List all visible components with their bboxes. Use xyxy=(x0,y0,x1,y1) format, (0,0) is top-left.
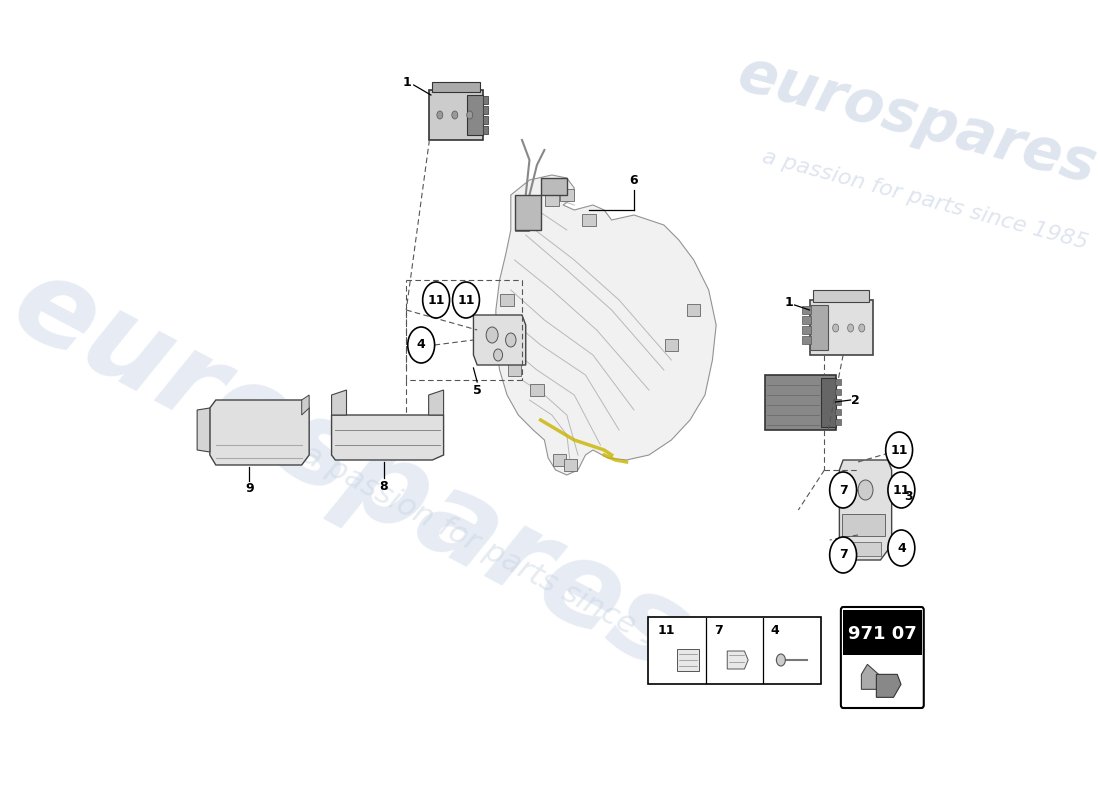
Circle shape xyxy=(833,324,838,332)
FancyBboxPatch shape xyxy=(483,95,488,103)
Polygon shape xyxy=(466,95,483,135)
FancyBboxPatch shape xyxy=(843,514,884,536)
Circle shape xyxy=(494,349,503,361)
Polygon shape xyxy=(727,651,748,669)
Polygon shape xyxy=(861,664,879,690)
FancyBboxPatch shape xyxy=(500,294,514,306)
FancyBboxPatch shape xyxy=(802,335,811,343)
Text: 3: 3 xyxy=(904,490,912,502)
FancyBboxPatch shape xyxy=(515,219,529,231)
Polygon shape xyxy=(764,375,836,430)
Polygon shape xyxy=(331,415,443,460)
FancyBboxPatch shape xyxy=(508,364,521,376)
FancyBboxPatch shape xyxy=(483,106,488,114)
Text: 4: 4 xyxy=(417,338,426,351)
Polygon shape xyxy=(210,400,309,465)
Circle shape xyxy=(437,111,443,119)
Polygon shape xyxy=(429,90,483,140)
Polygon shape xyxy=(197,408,210,452)
Circle shape xyxy=(848,324,854,332)
Text: 11: 11 xyxy=(458,294,475,306)
FancyBboxPatch shape xyxy=(498,329,513,341)
FancyBboxPatch shape xyxy=(840,607,924,708)
Text: 971 07: 971 07 xyxy=(848,625,916,642)
Text: a passion for parts since 1985: a passion for parts since 1985 xyxy=(760,147,1090,253)
Polygon shape xyxy=(821,378,836,427)
FancyBboxPatch shape xyxy=(802,326,811,334)
Polygon shape xyxy=(496,175,716,475)
Text: 9: 9 xyxy=(245,482,254,495)
FancyBboxPatch shape xyxy=(564,459,578,471)
Polygon shape xyxy=(676,649,700,671)
Text: 2: 2 xyxy=(851,394,860,406)
Text: 7: 7 xyxy=(838,549,847,562)
FancyBboxPatch shape xyxy=(846,542,881,556)
Text: 7: 7 xyxy=(714,624,723,637)
FancyBboxPatch shape xyxy=(546,194,559,206)
Text: 6: 6 xyxy=(629,174,638,186)
Circle shape xyxy=(466,111,473,119)
FancyBboxPatch shape xyxy=(688,304,701,316)
FancyBboxPatch shape xyxy=(648,617,822,684)
Circle shape xyxy=(888,530,915,566)
Text: 11: 11 xyxy=(892,483,910,497)
Polygon shape xyxy=(432,82,481,92)
Polygon shape xyxy=(301,395,309,415)
Polygon shape xyxy=(429,390,443,415)
Text: 11: 11 xyxy=(428,294,444,306)
Text: 7: 7 xyxy=(838,483,847,497)
FancyBboxPatch shape xyxy=(835,409,842,415)
FancyBboxPatch shape xyxy=(664,339,678,351)
Polygon shape xyxy=(473,315,526,365)
Polygon shape xyxy=(877,674,901,698)
FancyBboxPatch shape xyxy=(552,454,567,466)
Circle shape xyxy=(888,472,915,508)
Circle shape xyxy=(486,327,498,343)
Text: eurospares: eurospares xyxy=(733,45,1100,195)
Text: a passion for parts since 1985: a passion for parts since 1985 xyxy=(297,439,717,681)
FancyBboxPatch shape xyxy=(835,398,842,406)
FancyBboxPatch shape xyxy=(583,214,596,226)
FancyBboxPatch shape xyxy=(530,384,543,396)
Text: 11: 11 xyxy=(890,443,908,457)
Circle shape xyxy=(829,537,857,573)
FancyBboxPatch shape xyxy=(483,115,488,123)
Circle shape xyxy=(452,282,480,318)
Text: eurospares: eurospares xyxy=(0,244,706,696)
Text: 4: 4 xyxy=(896,542,905,554)
Circle shape xyxy=(829,472,857,508)
FancyBboxPatch shape xyxy=(835,378,842,386)
Circle shape xyxy=(859,324,865,332)
Polygon shape xyxy=(541,178,567,195)
Polygon shape xyxy=(810,305,828,350)
Circle shape xyxy=(408,327,435,363)
Polygon shape xyxy=(515,195,541,230)
Circle shape xyxy=(452,111,458,119)
Text: 11: 11 xyxy=(658,624,675,637)
Polygon shape xyxy=(331,390,346,415)
Text: 1: 1 xyxy=(784,297,793,310)
Circle shape xyxy=(777,654,785,666)
FancyBboxPatch shape xyxy=(802,315,811,323)
Polygon shape xyxy=(813,290,869,302)
Circle shape xyxy=(886,432,913,468)
Text: 4: 4 xyxy=(771,624,780,637)
Text: 5: 5 xyxy=(473,383,482,397)
Polygon shape xyxy=(810,300,873,355)
FancyBboxPatch shape xyxy=(835,418,842,426)
Circle shape xyxy=(858,480,873,500)
Text: 8: 8 xyxy=(379,479,388,493)
Polygon shape xyxy=(839,460,892,560)
FancyBboxPatch shape xyxy=(802,306,811,314)
FancyBboxPatch shape xyxy=(843,610,922,654)
FancyBboxPatch shape xyxy=(560,189,573,201)
Circle shape xyxy=(422,282,450,318)
Text: 1: 1 xyxy=(403,77,411,90)
FancyBboxPatch shape xyxy=(835,389,842,395)
FancyBboxPatch shape xyxy=(483,126,488,134)
Circle shape xyxy=(506,333,516,347)
